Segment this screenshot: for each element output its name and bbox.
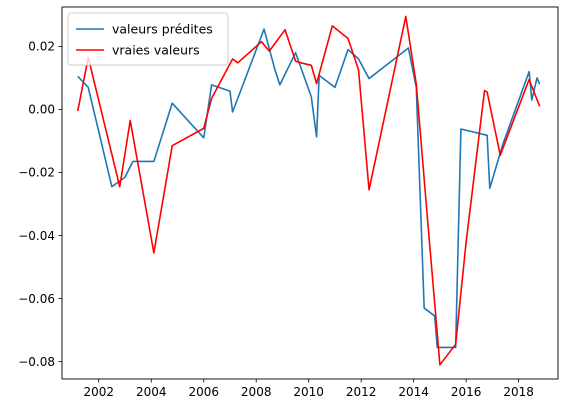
x-tick-label: 2018 [503,385,534,399]
y-tick-label: −0.04 [18,229,55,243]
x-tick-label: 2004 [136,385,167,399]
series-layer [76,15,541,366]
y-tick-label: −0.06 [18,292,55,306]
y-tick-label: 0.00 [28,103,55,117]
x-tick-label: 2012 [346,385,377,399]
x-axis: 2002 2004 2006 2008 2010 2012 2014 2016 2018 [83,379,534,399]
legend: valeurs prédites vraies valeurs [67,12,229,66]
plot-frame [61,6,559,380]
x-tick-label: 2006 [188,385,219,399]
x-tick-label: 2010 [293,385,324,399]
y-axis: 0.02 0.00 −0.02 −0.04 −0.06 −0.08 [18,40,62,369]
series-line-predicted [77,28,541,349]
x-tick-label: 2014 [398,385,429,399]
y-tick-label: −0.08 [18,355,55,369]
x-tick-label: 2016 [451,385,482,399]
series-line-true [76,15,541,366]
legend-label-predicted: valeurs prédites [112,22,213,37]
y-tick-label: 0.02 [28,40,55,54]
legend-label-true: vraies valeurs [112,43,200,58]
x-tick-label: 2002 [83,385,114,399]
legend-box [67,12,229,66]
y-tick-label: −0.02 [18,166,55,180]
x-tick-label: 2008 [241,385,272,399]
